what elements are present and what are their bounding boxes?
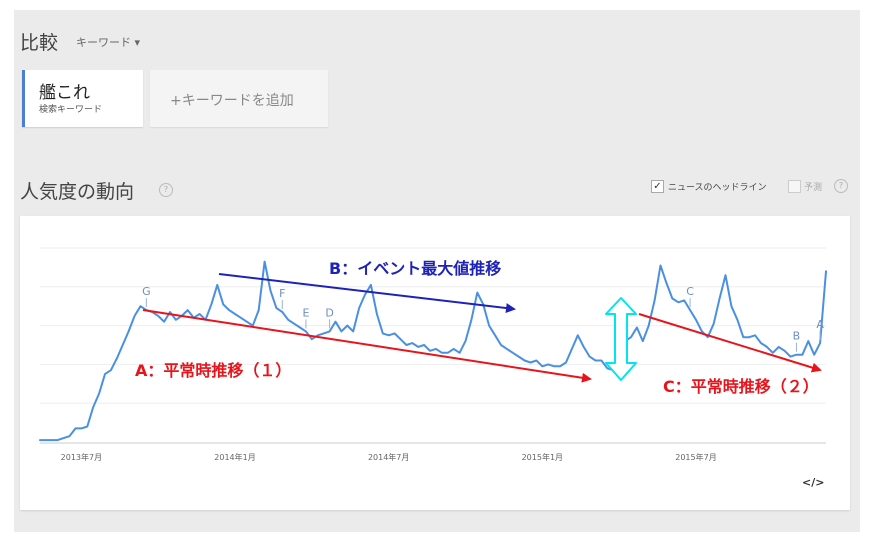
keyword-card[interactable]: 艦これ 検索キーワード: [22, 70, 143, 127]
annotation-c-label: C：平常時推移（２）: [663, 377, 819, 396]
trends-panel: 比較 キーワード ▾ 艦これ 検索キーワード +キーワードを追加 人気度の動向 …: [14, 10, 860, 532]
event-marker-B[interactable]: B: [793, 330, 801, 343]
x-tick-label: 2014年1月: [214, 452, 255, 462]
keyword-type-label: 検索キーワード: [39, 105, 103, 115]
chart-gridlines: [40, 247, 826, 444]
chart-card: [20, 216, 850, 510]
news-headlines-label: ニュースのヘッドライン: [668, 183, 767, 193]
trend-arrow-c: [638, 313, 822, 373]
compare-heading: 比較: [20, 32, 59, 54]
news-headlines-checkbox[interactable]: ✓: [651, 180, 664, 193]
annotation-b-label: B：イベント最大値推移: [329, 259, 501, 278]
x-axis-ticks: 2013年7月 2014年1月 2014年7月 2015年1月 2015年7月: [61, 452, 717, 462]
annotation-a-label: A：平常時推移（１）: [135, 361, 291, 380]
event-markers: G F E D C B A: [142, 285, 824, 352]
forecast-checkbox[interactable]: [788, 180, 801, 193]
trend-arrow-a: [142, 309, 592, 383]
add-keyword-label: +キーワードを追加: [170, 93, 294, 109]
forecast-label: 予測: [804, 183, 823, 193]
event-marker-D[interactable]: D: [325, 306, 333, 319]
event-marker-F[interactable]: F: [279, 287, 285, 300]
event-marker-G[interactable]: G: [142, 285, 151, 298]
add-keyword-button[interactable]: +キーワードを追加: [150, 70, 328, 127]
help-icon[interactable]: ?: [159, 183, 173, 197]
interest-over-time-title: 人気度の動向: [20, 181, 135, 203]
trend-arrow-b: [218, 273, 516, 314]
event-marker-A[interactable]: A: [816, 318, 824, 331]
event-marker-E[interactable]: E: [302, 306, 309, 319]
x-tick-label: 2015年1月: [522, 452, 563, 462]
keyword-term: 艦これ: [39, 83, 90, 103]
x-tick-label: 2013年7月: [61, 452, 102, 462]
embed-code-icon[interactable]: </>: [802, 476, 825, 489]
x-tick-label: 2014年7月: [368, 452, 409, 462]
forecast-help-icon[interactable]: ?: [834, 179, 848, 193]
keyword-dropdown[interactable]: キーワード ▾: [76, 36, 141, 49]
series-line: [39, 260, 827, 442]
gap-double-arrow: [605, 297, 637, 381]
x-tick-label: 2015年7月: [675, 452, 716, 462]
annotation-layer: A：平常時推移（１） B：イベント最大値推移 C：平常時推移（２）: [135, 259, 822, 396]
event-marker-C[interactable]: C: [686, 285, 694, 298]
